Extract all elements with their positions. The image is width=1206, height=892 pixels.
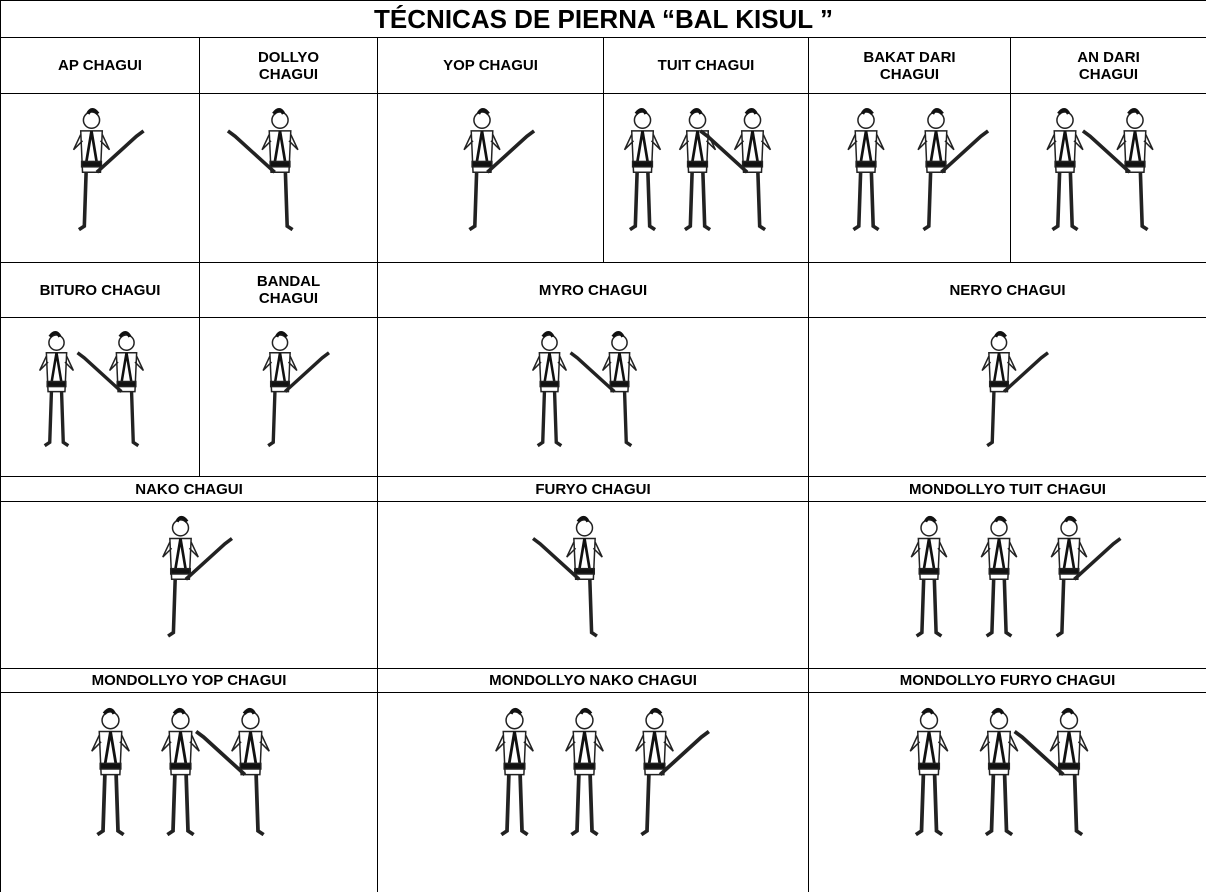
kicker-figure	[1050, 515, 1122, 638]
illustration	[909, 707, 1088, 836]
illustration	[494, 707, 710, 836]
kicker-figure	[678, 107, 716, 231]
technique-label: AN DARI CHAGUI	[1011, 38, 1206, 94]
technique-illustration	[1011, 94, 1206, 263]
illustration	[161, 515, 233, 638]
technique-illustration	[1, 94, 200, 263]
kicker-figure	[916, 107, 989, 231]
technique-illustration	[809, 502, 1206, 669]
technique-label: TUIT CHAGUI	[604, 38, 809, 94]
technique-label: BANDAL CHAGUI	[200, 263, 378, 318]
kicker-figure	[1013, 707, 1088, 836]
technique-label: NERYO CHAGUI	[809, 263, 1206, 318]
technique-illustration	[1, 318, 200, 477]
kicker-figure	[226, 107, 299, 231]
kicker-figure	[531, 515, 603, 638]
illustration	[980, 330, 1049, 447]
illustration	[531, 330, 637, 447]
technique-label: NAKO CHAGUI	[1, 477, 378, 502]
technique-label: AP CHAGUI	[1, 38, 200, 94]
illustration	[910, 515, 1122, 638]
kicker-figure	[462, 107, 535, 231]
kicker-figure	[698, 107, 771, 231]
illustration	[623, 107, 771, 231]
kicker-figure	[564, 707, 604, 836]
technique-label: DOLLYO CHAGUI	[200, 38, 378, 94]
kicker-figure	[568, 330, 637, 447]
illustration	[531, 515, 603, 638]
technique-illustration	[1, 693, 378, 892]
kicker-figure	[1081, 107, 1154, 231]
kicker-figure	[261, 330, 330, 447]
technique-illustration	[378, 94, 604, 263]
technique-label: MONDOLLYO TUIT CHAGUI	[809, 477, 1206, 502]
kicker-figure	[494, 707, 534, 836]
kicker-figure	[90, 707, 130, 836]
technique-illustration	[604, 94, 809, 263]
technique-illustration	[809, 318, 1206, 477]
kicker-figure	[980, 515, 1017, 638]
technique-label: MONDOLLYO FURYO CHAGUI	[809, 669, 1206, 693]
technique-illustration	[200, 94, 378, 263]
illustration	[462, 107, 535, 231]
illustration	[72, 107, 145, 231]
kicker-figure	[75, 330, 144, 447]
kicker-figure	[531, 330, 567, 447]
kicker-figure	[72, 107, 145, 231]
technique-illustration	[378, 502, 809, 669]
technique-label: FURYO CHAGUI	[378, 477, 809, 502]
technique-illustration	[809, 94, 1011, 263]
kicker-figure	[194, 707, 270, 836]
kicker-figure	[910, 515, 947, 638]
illustration	[261, 330, 330, 447]
kicker-figure	[909, 707, 948, 836]
illustration	[90, 707, 270, 836]
kicker-figure	[979, 707, 1018, 836]
technique-illustration	[200, 318, 378, 477]
kicker-figure	[634, 707, 710, 836]
technique-label: BITURO CHAGUI	[1, 263, 200, 318]
sheet-title: TÉCNICAS DE PIERNA “BAL KISUL ”	[1, 1, 1206, 38]
kicker-figure	[846, 107, 885, 231]
kicker-figure	[161, 515, 233, 638]
technique-illustration	[378, 318, 809, 477]
illustration	[1045, 107, 1154, 231]
illustration	[846, 107, 989, 231]
kicker-figure	[160, 707, 200, 836]
kicker-figure	[1045, 107, 1084, 231]
technique-label: BAKAT DARI CHAGUI	[809, 38, 1011, 94]
kicker-figure	[980, 330, 1049, 447]
kicker-figure	[38, 330, 74, 447]
technique-label: MONDOLLYO NAKO CHAGUI	[378, 669, 809, 693]
technique-illustration	[1, 502, 378, 669]
technique-label: MYRO CHAGUI	[378, 263, 809, 318]
illustration	[226, 107, 299, 231]
kicker-figure	[623, 107, 661, 231]
technique-illustration	[378, 693, 809, 892]
technique-label: MONDOLLYO YOP CHAGUI	[1, 669, 378, 693]
illustration	[38, 330, 144, 447]
technique-illustration	[809, 693, 1206, 892]
technique-label: YOP CHAGUI	[378, 38, 604, 94]
